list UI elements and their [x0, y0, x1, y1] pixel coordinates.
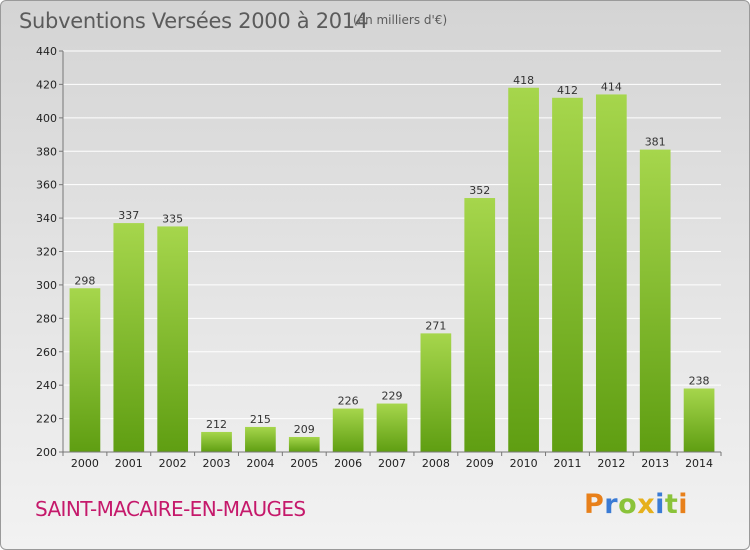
x-tick-label: 2012 — [597, 457, 625, 470]
bar-value-label: 412 — [557, 84, 578, 97]
bar — [639, 149, 671, 452]
x-tick-label: 2009 — [466, 457, 494, 470]
bar — [420, 333, 452, 452]
x-tick-label: 2004 — [246, 457, 274, 470]
bar — [288, 436, 320, 452]
bar — [464, 198, 496, 452]
bar-chart: 200 220 240 260 280 300 320 340 360 380 400 420 440 2… — [36, 45, 722, 470]
logo-letter: i — [678, 489, 689, 520]
y-tick-label: 260 — [36, 346, 57, 359]
bar-value-label: 337 — [118, 209, 139, 222]
bar — [683, 388, 715, 452]
x-tick-label: 2007 — [378, 457, 406, 470]
y-tick-label: 300 — [36, 279, 57, 292]
bar — [332, 408, 364, 452]
logo-letter: x — [637, 489, 656, 520]
y-tick-label: 340 — [36, 212, 57, 225]
bar-value-label: 229 — [382, 390, 403, 403]
y-tick-label: 220 — [36, 413, 57, 426]
x-tick-label: 2001 — [115, 457, 143, 470]
bar-value-label: 226 — [338, 395, 359, 408]
y-tick-label: 280 — [36, 312, 57, 325]
bar — [552, 97, 583, 453]
x-tick-label: 2005 — [290, 457, 318, 470]
logo-letter: P — [584, 489, 605, 520]
y-tick-label: 420 — [36, 78, 57, 91]
y-tick-label: 360 — [36, 179, 57, 192]
bar-value-label: 414 — [601, 80, 622, 93]
bar-value-label: 418 — [513, 74, 534, 87]
x-tick-label: 2014 — [685, 457, 713, 470]
bar — [376, 403, 408, 452]
bar-value-label: 381 — [645, 136, 666, 149]
x-tick-label: 2003 — [203, 457, 231, 470]
bar-value-label: 352 — [469, 184, 490, 197]
y-tick-label: 240 — [36, 379, 57, 392]
x-tick-label: 2010 — [510, 457, 538, 470]
x-tick-label: 2011 — [553, 457, 581, 470]
labels: 200 220 240 260 280 300 320 340 360 380 400 420 440 2… — [36, 45, 713, 470]
x-tick-label: 2006 — [334, 457, 362, 470]
bar-value-label: 271 — [425, 319, 446, 332]
bar — [245, 426, 276, 452]
bar — [69, 288, 101, 452]
y-tick-label: 200 — [36, 446, 57, 459]
bar-value-label: 298 — [74, 274, 95, 287]
commune-name: SAINT-MACAIRE-EN-MAUGES — [35, 497, 306, 521]
logo-letter: t — [664, 489, 679, 520]
axes — [59, 50, 722, 456]
y-tick-label: 380 — [36, 145, 57, 158]
logo-letter: r — [604, 489, 619, 520]
bars — [69, 87, 715, 453]
y-tick-label: 320 — [36, 246, 57, 259]
logo-letter: i — [655, 489, 665, 520]
x-tick-label: 2013 — [641, 457, 669, 470]
chart-unit-note: (en milliers d'€) — [353, 13, 448, 27]
bar-value-label: 238 — [689, 375, 710, 388]
logo-letter: o — [618, 489, 638, 520]
x-tick-label: 2002 — [159, 457, 187, 470]
bar-value-label: 209 — [294, 423, 315, 436]
x-tick-label: 2008 — [422, 457, 450, 470]
bar-value-label: 212 — [206, 418, 227, 431]
bar — [595, 94, 627, 453]
bar-value-label: 335 — [162, 212, 183, 225]
y-tick-label: 440 — [36, 45, 57, 58]
bar — [201, 431, 232, 452]
bar — [157, 226, 189, 452]
bar — [508, 87, 539, 452]
proxiti-logo[interactable]: Proxiti — [584, 489, 688, 520]
chart-title: Subventions Versées 2000 à 2014 — [19, 9, 368, 33]
bar — [113, 223, 145, 452]
y-tick-label: 400 — [36, 112, 57, 125]
x-tick-label: 2000 — [71, 457, 99, 470]
bar-value-label: 215 — [250, 413, 271, 426]
